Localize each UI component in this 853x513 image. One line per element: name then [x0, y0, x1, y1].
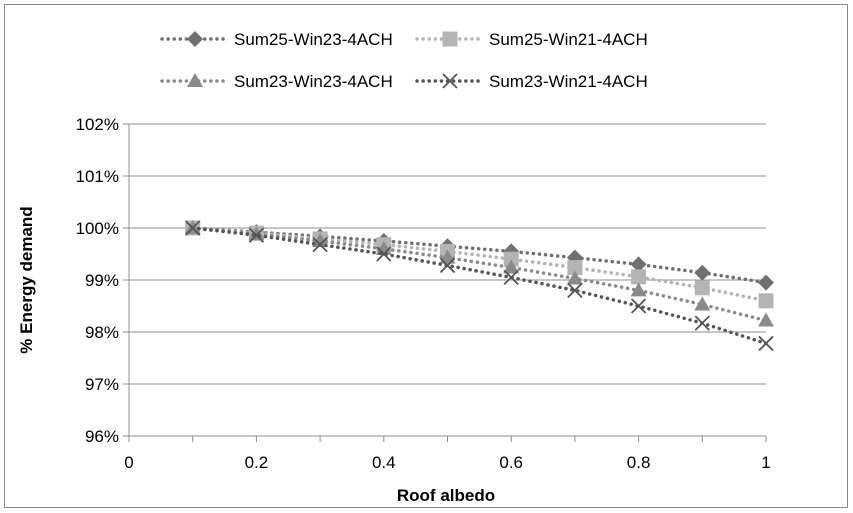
y-tick-labels: 96% 97% 98% 99% 100% 101% 102%	[76, 115, 119, 446]
data-point	[694, 315, 710, 331]
x-tick-label: 1	[761, 453, 770, 472]
series-line	[190, 226, 768, 303]
data-point	[185, 220, 201, 236]
data-point	[567, 282, 583, 299]
x-tick-label: 0.8	[627, 453, 651, 472]
data-point	[630, 256, 647, 273]
x-axis-title: Roof albedo	[397, 486, 495, 505]
x-tick-label: 0.2	[245, 453, 269, 472]
legend-label: Sum25-Win23-4ACH	[234, 30, 393, 49]
data-point	[248, 227, 265, 243]
gridlines	[129, 123, 766, 385]
x-tick-label: 0.4	[372, 453, 396, 472]
axes	[123, 123, 767, 442]
legend-label: Sum23-Win23-4ACH	[234, 72, 393, 91]
data-point	[694, 264, 711, 281]
data-point	[630, 282, 647, 297]
data-point	[758, 293, 774, 309]
y-tick-label: 101%	[76, 167, 119, 186]
data-point	[503, 269, 519, 286]
series-line	[190, 226, 768, 323]
data-point	[631, 269, 647, 285]
data-point	[566, 270, 583, 285]
y-tick-label: 100%	[76, 219, 119, 238]
series-layer	[184, 220, 774, 352]
y-tick-label: 96%	[85, 427, 119, 446]
data-point	[375, 240, 392, 255]
legend-marker	[442, 31, 458, 47]
y-tick-label: 102%	[76, 115, 119, 134]
series-line	[190, 226, 768, 285]
legend-entry: Sum23-Win21-4ACH	[415, 72, 648, 91]
legend-entry: Sum25-Win23-4ACH	[160, 30, 393, 49]
data-point	[694, 296, 711, 311]
x-tick-labels: 0 0.2 0.4 0.6 0.8 1	[124, 453, 770, 472]
data-point	[758, 335, 774, 352]
legend-entry: Sum23-Win23-4ACH	[160, 72, 393, 91]
x-tick-label: 0	[124, 453, 133, 472]
x-tick-label: 0.6	[499, 453, 523, 472]
data-point	[439, 249, 456, 264]
data-point	[758, 274, 774, 291]
data-point	[694, 280, 710, 296]
legend: Sum25-Win23-4ACH Sum25-Win21-4ACH Sum23-Wi…	[160, 30, 648, 91]
y-tick-label: 99%	[85, 271, 119, 290]
data-point	[503, 259, 520, 274]
legend-marker	[187, 31, 203, 47]
data-point	[312, 237, 328, 253]
chart-frame	[4, 4, 848, 508]
y-tick-label: 98%	[85, 323, 119, 342]
data-point	[503, 251, 519, 267]
legend-marker	[187, 73, 203, 87]
series-4	[185, 220, 774, 352]
y-axis-title: % Energy demand	[17, 206, 36, 353]
data-point	[312, 233, 329, 247]
legend-entry: Sum25-Win21-4ACH	[415, 30, 648, 49]
series-line	[190, 226, 768, 346]
data-point	[758, 312, 774, 327]
legend-label: Sum25-Win21-4ACH	[489, 30, 648, 49]
data-point	[376, 246, 392, 262]
data-point	[439, 257, 456, 274]
data-point	[567, 260, 583, 276]
y-tick-label: 97%	[85, 375, 119, 394]
series-3	[184, 220, 774, 327]
data-point	[630, 298, 647, 314]
legend-label: Sum23-Win21-4ACH	[489, 72, 648, 91]
legend-marker	[442, 73, 458, 89]
